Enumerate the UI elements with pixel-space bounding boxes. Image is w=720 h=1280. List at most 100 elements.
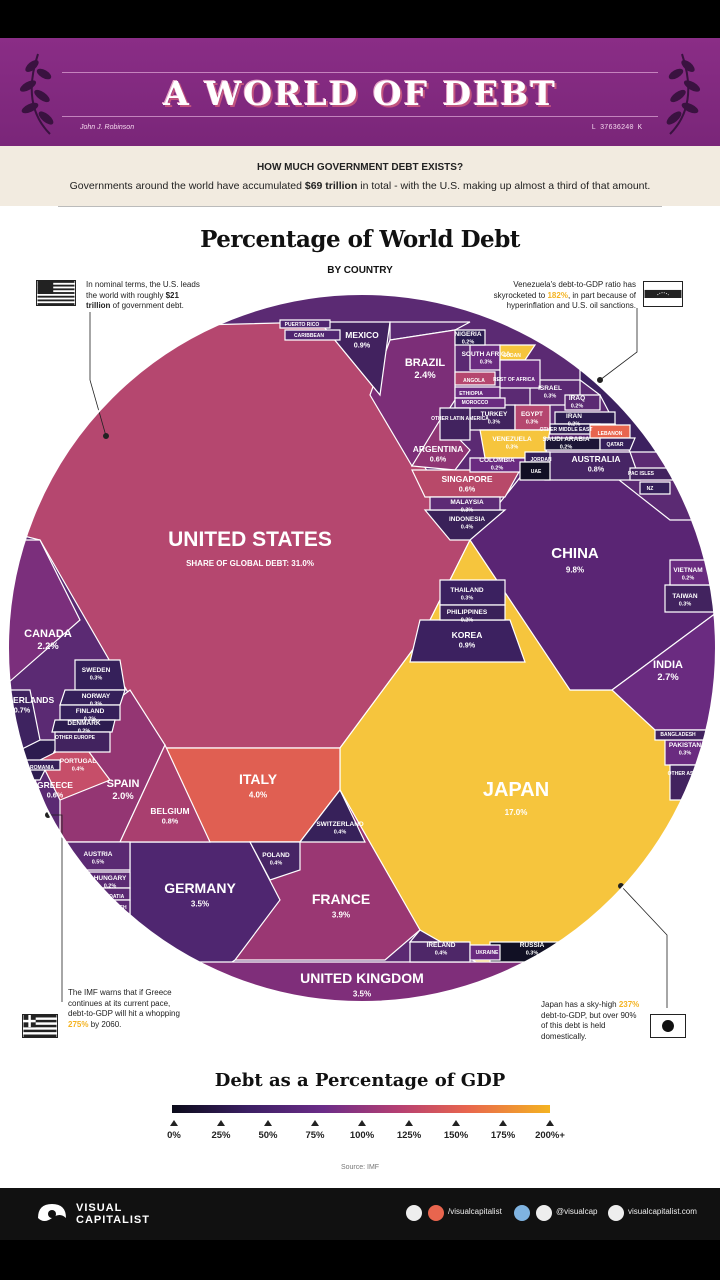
- japan-flag-icon: [650, 1014, 686, 1038]
- label-russia: RUSSIA: [520, 942, 545, 949]
- leader-line-us: [89, 312, 107, 437]
- cell-belgium: [119, 743, 211, 843]
- value-colombia: 0.2%: [491, 466, 504, 472]
- cell-other-europe: [54, 731, 111, 753]
- label-other-asia: OTHER ASIA: [668, 771, 699, 777]
- label-other-europe: OTHER EUROPE: [55, 735, 96, 741]
- value-philippines: 0.2%: [461, 618, 474, 624]
- annotation-us: In nominal terms, the U.S. leads the wor…: [86, 280, 204, 312]
- leader-line-venezuela: [599, 308, 638, 381]
- label-saudi-arabia: SAUDI ARABIA: [542, 436, 589, 443]
- cell-morocco: [454, 397, 506, 409]
- twitter-icon[interactable]: [514, 1205, 530, 1221]
- label-qatar: QATAR: [606, 442, 623, 448]
- label-japan: JAPAN: [483, 779, 549, 801]
- value-korea: 0.9%: [459, 641, 476, 650]
- value-india: 2.7%: [657, 672, 679, 682]
- value-south-africa: 0.3%: [480, 360, 493, 366]
- social-handle-facebook[interactable]: /visualcapitalist: [448, 1207, 502, 1216]
- label-hungary: HUNGARY: [94, 875, 127, 882]
- label-taiwan: TAIWAN: [672, 593, 697, 600]
- label-austria: AUSTRIA: [84, 851, 113, 858]
- label-poland: POLAND: [262, 852, 290, 859]
- cell-ireland: [409, 941, 471, 963]
- cell-denmark: [51, 719, 116, 733]
- label-rest-of-africa: REST OF AFRICA: [493, 377, 535, 383]
- label-vietnam: VIETNAM: [673, 567, 702, 574]
- legend-tick-label: 0%: [167, 1130, 181, 1141]
- laurel-right-icon: [666, 53, 701, 135]
- legend-tick-mark: [358, 1120, 366, 1126]
- annotation-venezuela-text: Venezuela's debt-to-GDP ratio has skyroc…: [493, 280, 636, 300]
- us-flag-icon: [36, 280, 76, 306]
- instagram-icon[interactable]: [536, 1205, 552, 1221]
- value-poland: 0.4%: [270, 861, 283, 867]
- label-australia: AUSTRALIA: [571, 454, 620, 464]
- value-japan: 17.0%: [505, 808, 528, 817]
- youtube-icon[interactable]: [428, 1205, 444, 1221]
- legend-tick-label: 200%+: [535, 1130, 565, 1141]
- label-sudan: SUDAN: [503, 353, 521, 359]
- leader-dot-us: [103, 432, 110, 439]
- label-romania: ROMANIA: [30, 765, 54, 771]
- value-hungary: 0.2%: [104, 884, 117, 890]
- label-ireland: IRELAND: [427, 942, 456, 949]
- value-sweden: 0.3%: [90, 676, 103, 682]
- value-russia: 0.3%: [526, 951, 539, 957]
- legend-tick-label: 100%: [349, 1130, 375, 1141]
- value-portugal: 0.4%: [72, 767, 85, 773]
- cell-angola: [454, 371, 496, 386]
- subheader-total: $69 trillion: [304, 180, 358, 192]
- label-south-africa: SOUTH AFRICA: [462, 351, 511, 358]
- legend-tick-mark: [311, 1120, 319, 1126]
- label-spain: SPAIN: [107, 778, 140, 790]
- label-puerto-rico: PUERTO RICO: [285, 322, 320, 328]
- label-malaysia: MALAYSIA: [450, 499, 484, 506]
- value-israel: 0.3%: [544, 394, 557, 400]
- annotation-greece: The IMF warns that if Greece continues a…: [68, 988, 180, 1030]
- value-denmark: 0.2%: [78, 729, 91, 735]
- legend-tick-label: 175%: [490, 1130, 516, 1141]
- label-iran: IRAN: [566, 413, 582, 420]
- legend-tick-mark: [264, 1120, 272, 1126]
- footer-brand: VISUAL CAPITALIST: [76, 1202, 150, 1226]
- social-handle-twitter[interactable]: @visualcap: [556, 1207, 598, 1216]
- label-iraq: IRAQ: [569, 395, 585, 402]
- annotation-venezuela-ratio: 182%: [547, 290, 568, 300]
- label-thailand: THAILAND: [450, 587, 484, 594]
- annotation-japan-text-end: debt-to-GDP, but over 90% of this debt i…: [541, 1010, 637, 1041]
- cell-malaysia: [429, 496, 501, 511]
- cursor-icon[interactable]: [608, 1205, 624, 1221]
- cell-qatar: [599, 437, 636, 451]
- value-mexico: 0.9%: [354, 341, 371, 350]
- source-note: Source: IMF: [340, 1164, 380, 1171]
- value-spain: 2.0%: [112, 791, 134, 801]
- filler-cell-5: [129, 960, 202, 1002]
- leader-line-greece: [48, 814, 63, 1002]
- label-egypt: EGYPT: [521, 411, 543, 418]
- website-link[interactable]: visualcapitalist.com: [628, 1207, 697, 1216]
- label-brazil: BRAZIL: [405, 357, 446, 369]
- label-canada: CANADA: [24, 628, 72, 640]
- value-iraq: 0.2%: [571, 404, 584, 410]
- cell-uae: [519, 461, 551, 481]
- annotation-greece-text: The IMF warns that if Greece continues a…: [68, 988, 180, 1018]
- label-ukraine: UKRAINE: [476, 950, 499, 956]
- banner: A WORLD OF DEBT John J. Robinson L 37636…: [0, 38, 720, 146]
- value-united-states: SHARE OF GLOBAL DEBT: 31.0%: [186, 559, 314, 568]
- cell-puerto-rico: [279, 319, 331, 329]
- facebook-icon[interactable]: [406, 1205, 422, 1221]
- legend-tick-label: 150%: [443, 1130, 469, 1141]
- label-france: FRANCE: [312, 891, 370, 907]
- leader-dot-venezuela: [597, 376, 604, 383]
- label-morocco: MOROCCO: [462, 400, 489, 406]
- value-saudi-arabia: 0.2%: [560, 445, 573, 451]
- subheader: HOW MUCH GOVERNMENT DEBT EXISTS? Governm…: [0, 146, 720, 206]
- value-china: 9.8%: [566, 565, 584, 574]
- label-nz: NZ: [647, 486, 654, 492]
- label-croatia: CROATIA: [102, 894, 125, 900]
- value-thailand: 0.3%: [461, 596, 474, 602]
- value-france: 3.9%: [332, 910, 350, 919]
- value-malaysia: 0.3%: [461, 508, 474, 514]
